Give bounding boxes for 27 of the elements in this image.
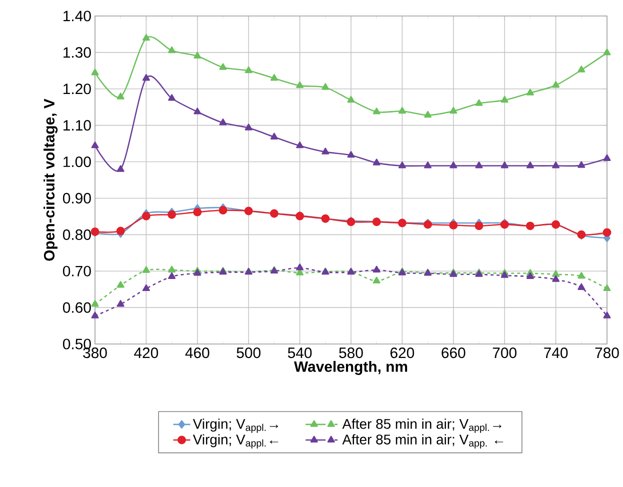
legend-label: Virgin; V$_{appl.}$→ [192,418,278,433]
y-tick-label: 1.00 [64,156,91,168]
x-tick-label: 780 [595,348,619,358]
x-tick-label: 460 [185,348,210,358]
x-tick-label: 740 [544,348,568,358]
x-tick-label: 700 [492,348,516,358]
x-tick-label: 540 [288,348,312,358]
y-tick-label: 1.20 [64,84,91,94]
x-tick-label: 420 [134,348,158,358]
legend-label: After 85 min in air; V$_{app.}$ ← [342,434,504,449]
x-tick-label: 500 [236,348,260,358]
y-tick-label: 0.70 [62,266,91,276]
y-tick-label: 1.40 [64,10,91,22]
y-tick-label: 0.50 [62,338,91,350]
y-tick-label: 0.80 [62,229,91,240]
legend-label: Virgin; V$_{appl.}$← [192,434,278,449]
y-tick-label: 1.10 [64,120,91,131]
x-axis-title: Wavelength, nm [294,360,408,375]
legend-label: After 85 min in air; V$_{appl.}$→ [342,418,502,433]
x-tick-label: 660 [442,348,466,358]
x-tick-label: 620 [390,348,414,358]
y-tick-label: 1.30 [64,47,91,58]
x-tick-label: 580 [339,348,363,358]
x-tick-label: 380 [83,348,107,358]
y-tick-label: 0.60 [62,302,91,313]
y-tick-label: 0.90 [62,192,91,204]
y-axis-title: Open-circuit voltage, V [44,98,58,261]
